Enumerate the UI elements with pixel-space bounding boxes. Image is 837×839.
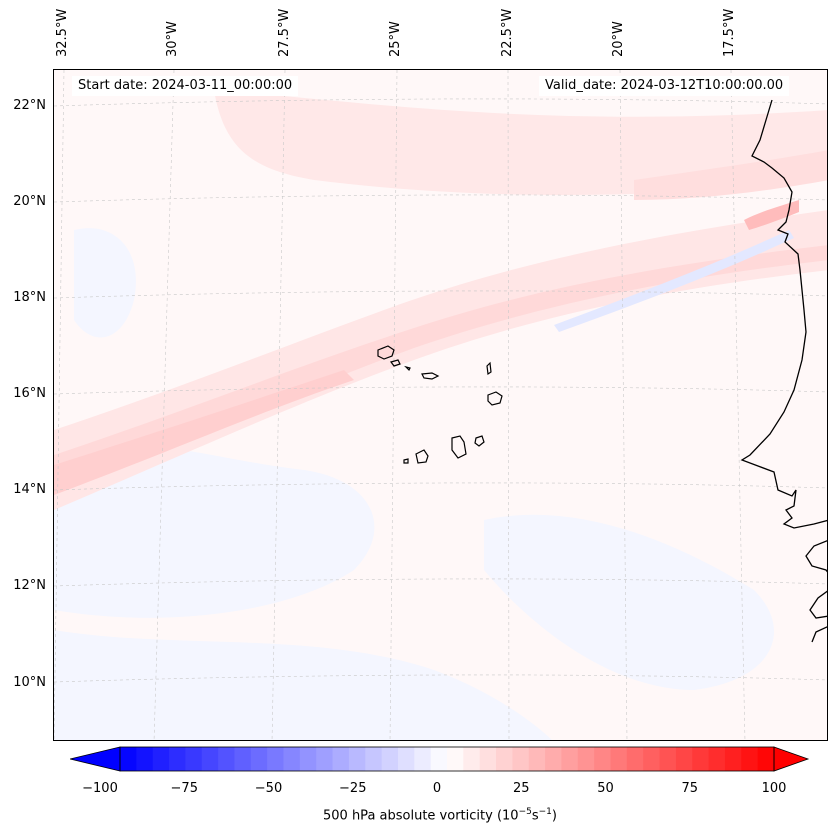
colorbar-segment xyxy=(708,747,726,771)
lat-label-14n: 14°N xyxy=(13,482,46,497)
colorbar-segment xyxy=(348,747,366,771)
lon-label-25w: 25°W xyxy=(388,21,403,57)
colorbar-segment xyxy=(545,747,562,771)
colorbar-segment xyxy=(201,747,219,771)
colorbar-segment xyxy=(414,747,432,771)
colorbar-segment xyxy=(512,747,530,771)
colorbar-segment xyxy=(594,747,611,771)
colorbar-tick-label: 100 xyxy=(761,781,787,796)
negative-vorticity-patches xyxy=(54,228,774,740)
colorbar-segment xyxy=(643,747,661,771)
colorbar-segment xyxy=(659,747,677,771)
colorbar-tick-label: −75 xyxy=(170,781,198,796)
colorbar-segment xyxy=(463,747,481,771)
vorticity-map xyxy=(53,69,828,741)
colorbar-tick-label: 0 xyxy=(432,781,442,796)
colorbar-segment xyxy=(496,747,513,771)
colorbar-segment xyxy=(299,747,317,771)
colorbar-segment xyxy=(626,747,644,771)
colorbar-segment xyxy=(447,747,464,771)
colorbar-segment xyxy=(169,747,186,771)
colorbar-segment xyxy=(250,747,268,771)
colorbar-segment xyxy=(479,747,497,771)
africa-coastline-south xyxy=(805,540,827,643)
colorbar-segment xyxy=(397,747,415,771)
lat-label-22n: 22°N xyxy=(13,98,46,113)
lon-label-20w: 20°W xyxy=(611,21,626,57)
valid-date-label: Valid_date: 2024-03-12T10:00:00.00 xyxy=(539,76,790,96)
map-canvas xyxy=(54,70,827,740)
colorbar-segment xyxy=(577,747,595,771)
colorbar-segment xyxy=(381,747,399,771)
colorbar-tick-label: 75 xyxy=(681,781,699,796)
colorbar-tick-label: −100 xyxy=(82,781,118,796)
lon-label-22-5w: 22.5°W xyxy=(500,8,515,57)
colorbar-segment xyxy=(316,747,334,771)
colorbar-segment xyxy=(724,747,742,771)
colorbar-tick-label: −50 xyxy=(254,781,283,796)
colorbar-segment xyxy=(692,747,710,771)
colorbar-outline xyxy=(119,746,775,772)
colorbar-label: 500 hPa absolute vorticity (10−5s−1) xyxy=(323,807,557,824)
lat-label-12n: 12°N xyxy=(13,578,46,593)
colorbar-low-extend xyxy=(70,746,121,772)
colorbar-segment xyxy=(283,747,301,771)
colorbar-segment xyxy=(610,747,628,771)
colorbar-high-extend xyxy=(773,746,810,772)
colorbar-segment xyxy=(120,747,137,771)
upper-positive-band xyxy=(214,90,827,195)
colorbar-segment xyxy=(430,747,448,771)
lat-label-16n: 16°N xyxy=(13,386,46,401)
colorbar-segment xyxy=(332,747,350,771)
coastal-positive-spot xyxy=(744,200,799,230)
colorbar-tick-label: −25 xyxy=(339,781,367,796)
positive-vorticity-band xyxy=(54,210,827,510)
colorbar-segment xyxy=(757,747,775,771)
negative-streak xyxy=(554,230,794,332)
colorbar-segment xyxy=(152,747,170,771)
colorbar-segment xyxy=(528,747,546,771)
cape-verde-islands xyxy=(377,345,503,464)
colorbar-segment xyxy=(675,747,693,771)
lon-label-27-5w: 27.5°W xyxy=(277,8,292,57)
colorbar-tick-label: 25 xyxy=(512,781,530,796)
colorbar-segment xyxy=(561,747,579,771)
colorbar xyxy=(70,746,810,772)
colorbar-segment xyxy=(218,747,235,771)
colorbar-segment xyxy=(267,747,284,771)
lat-label-20n: 20°N xyxy=(13,194,46,209)
colorbar-segment xyxy=(185,747,203,771)
graticule xyxy=(54,70,827,740)
lat-label-18n: 18°N xyxy=(13,290,46,305)
lon-label-17-5w: 17.5°W xyxy=(722,8,737,57)
africa-coastline xyxy=(740,99,827,529)
colorbar-segment xyxy=(234,747,252,771)
lat-label-10n: 10°N xyxy=(13,675,46,690)
colorbar-tick-label: 50 xyxy=(597,781,614,796)
colorbar-segment xyxy=(136,747,154,771)
colorbar-segment xyxy=(741,747,759,771)
lon-label-32-5w: 32.5°W xyxy=(55,8,70,57)
lon-label-30w: 30°W xyxy=(165,21,180,57)
start-date-label: Start date: 2024-03-11_00:00:00 xyxy=(72,76,299,96)
colorbar-segment xyxy=(365,747,383,771)
